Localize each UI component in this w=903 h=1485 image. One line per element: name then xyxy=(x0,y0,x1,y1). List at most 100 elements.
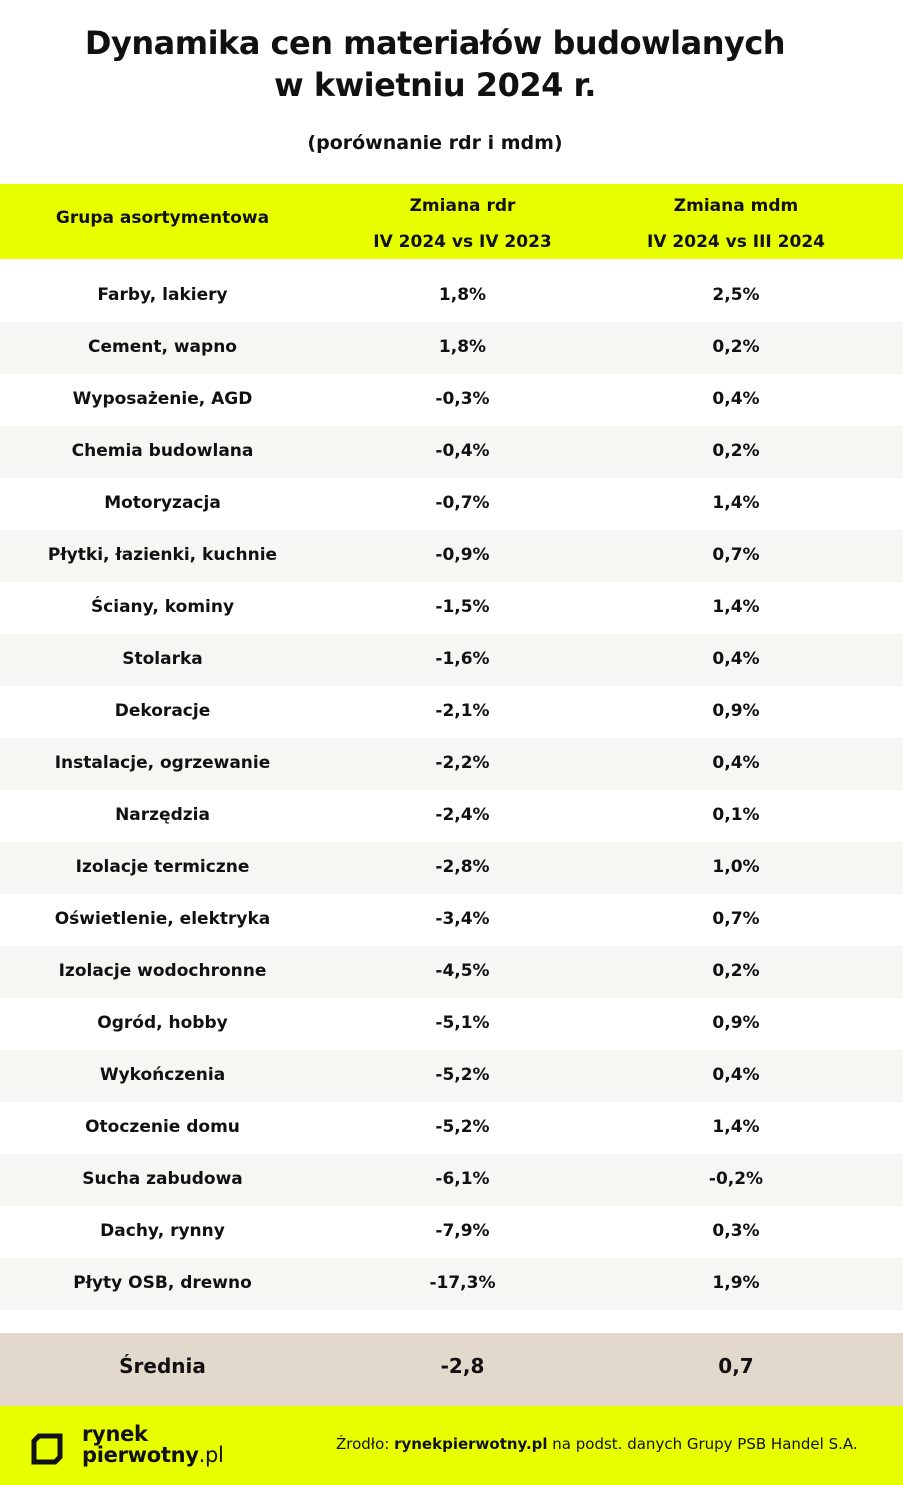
cell-rdr: -0,4% xyxy=(435,441,490,461)
header-mdm: Zmiana mdm IV 2024 vs III 2024 xyxy=(600,188,872,260)
logo: rynek pierwotny.pl xyxy=(30,1424,230,1470)
cell-group: Wyposażenie, AGD xyxy=(72,389,253,409)
source-note: Źrodło: rynekpierwotny.pl na podst. dany… xyxy=(336,1432,896,1456)
average-label: Średnia xyxy=(119,1354,206,1378)
cell-group: Stolarka xyxy=(122,649,203,669)
cell-mdm: 0,4% xyxy=(712,1065,760,1085)
table-row: Dekoracje -2,1% 0,9% xyxy=(0,686,903,738)
cell-rdr: -3,4% xyxy=(435,909,490,929)
cell-rdr: 1,8% xyxy=(438,285,487,305)
cell-mdm: 0,2% xyxy=(712,441,760,461)
average-row: Średnia -2,8 0,7 xyxy=(0,1333,903,1406)
logo-text: rynek pierwotny.pl xyxy=(82,1424,224,1466)
source-site-link[interactable]: rynekpierwotny.pl xyxy=(394,1435,548,1453)
cell-rdr: -1,5% xyxy=(435,597,490,617)
logo-word-2: pierwotny.pl xyxy=(82,1445,224,1466)
cell-mdm: 0,7% xyxy=(712,909,760,929)
cell-rdr: -0,3% xyxy=(435,389,490,409)
cell-rdr: -17,3% xyxy=(429,1273,496,1293)
cell-group: Sucha zabudowa xyxy=(82,1169,243,1189)
cell-mdm: 0,4% xyxy=(712,389,760,409)
cell-rdr: -1,6% xyxy=(435,649,490,669)
header-rdr: Zmiana rdr IV 2024 vs IV 2023 xyxy=(325,188,600,260)
cell-mdm: 2,5% xyxy=(712,285,760,305)
cell-rdr: -5,2% xyxy=(435,1117,490,1137)
cell-mdm: 0,3% xyxy=(712,1221,760,1241)
cell-group: Wykończenia xyxy=(99,1065,226,1085)
cell-group: Izolacje wodochronne xyxy=(58,961,267,981)
logo-word-1: rynek xyxy=(82,1422,148,1446)
table-header: Grupa asortymentowa Zmiana rdr IV 2024 v… xyxy=(0,184,903,259)
table-row: Sucha zabudowa -6,1% -0,2% xyxy=(0,1154,903,1206)
cell-mdm: 1,9% xyxy=(712,1273,760,1293)
cell-group: Oświetlenie, elektryka xyxy=(54,909,271,929)
cell-mdm: 0,2% xyxy=(712,961,760,981)
source-prefix: Źrodło: xyxy=(336,1435,395,1453)
cell-mdm: 1,0% xyxy=(712,857,760,877)
cell-group: Motoryzacja xyxy=(104,493,221,513)
table-row: Stolarka -1,6% 0,4% xyxy=(0,634,903,686)
cell-rdr: -5,2% xyxy=(435,1065,490,1085)
cell-group: Narzędzia xyxy=(115,805,210,825)
header-mdm-period: IV 2024 vs III 2024 xyxy=(647,232,825,252)
cell-rdr: 1,8% xyxy=(438,337,487,357)
table-row: Izolacje wodochronne -4,5% 0,2% xyxy=(0,946,903,998)
header-rdr-title: Zmiana rdr xyxy=(409,196,516,216)
cell-group: Ściany, kominy xyxy=(90,597,235,617)
cell-rdr: -2,2% xyxy=(435,753,490,773)
table-row: Dachy, rynny -7,9% 0,3% xyxy=(0,1206,903,1258)
page-title: Dynamika cen materiałów budowlanych w kw… xyxy=(0,22,870,106)
average-rdr: -2,8 xyxy=(440,1354,485,1378)
cell-rdr: -2,8% xyxy=(435,857,490,877)
source-suffix: na podst. danych Grupy PSB Handel S.A. xyxy=(547,1435,858,1453)
header-group: Grupa asortymentowa xyxy=(55,208,270,228)
logo-suffix: .pl xyxy=(198,1443,224,1467)
table-row: Farby, lakiery 1,8% 2,5% xyxy=(0,270,903,322)
table-row: Płyty OSB, drewno -17,3% 1,9% xyxy=(0,1258,903,1310)
table-body: Farby, lakiery 1,8% 2,5% Cement, wapno 1,8% 0… xyxy=(0,270,903,1310)
table-row: Wykończenia -5,2% 0,4% xyxy=(0,1050,903,1102)
cell-rdr: -2,4% xyxy=(435,805,490,825)
cell-rdr: -0,9% xyxy=(435,545,490,565)
cell-group: Instalacje, ogrzewanie xyxy=(54,753,271,773)
table-row: Instalacje, ogrzewanie -2,2% 0,4% xyxy=(0,738,903,790)
cell-group: Cement, wapno xyxy=(88,337,237,357)
average-mdm: 0,7 xyxy=(718,1354,754,1378)
table-row: Ogród, hobby -5,1% 0,9% xyxy=(0,998,903,1050)
logo-mark-icon xyxy=(31,1433,63,1465)
header-rdr-period: IV 2024 vs IV 2023 xyxy=(373,232,552,252)
subtitle: (porównanie rdr i mdm) xyxy=(307,132,563,154)
title-line-2: w kwietniu 2024 r. xyxy=(274,66,596,104)
cell-group: Izolacje termiczne xyxy=(75,857,250,877)
cell-group: Płyty OSB, drewno xyxy=(73,1273,252,1293)
cell-mdm: 0,7% xyxy=(712,545,760,565)
table-row: Otoczenie domu -5,2% 1,4% xyxy=(0,1102,903,1154)
table-row: Motoryzacja -0,7% 1,4% xyxy=(0,478,903,530)
title-line-1: Dynamika cen materiałów budowlanych xyxy=(84,24,786,62)
cell-mdm: 1,4% xyxy=(712,597,760,617)
table-row: Ściany, kominy -1,5% 1,4% xyxy=(0,582,903,634)
cell-group: Farby, lakiery xyxy=(97,285,228,305)
cell-mdm: 0,1% xyxy=(712,805,760,825)
cell-mdm: 0,9% xyxy=(712,1013,760,1033)
cell-rdr: -4,5% xyxy=(435,961,490,981)
table-row: Chemia budowlana -0,4% 0,2% xyxy=(0,426,903,478)
cell-group: Otoczenie domu xyxy=(85,1117,240,1137)
table-row: Płytki, łazienki, kuchnie -0,9% 0,7% xyxy=(0,530,903,582)
logo-word-2-main: pierwotny xyxy=(82,1443,199,1467)
table-row: Wyposażenie, AGD -0,3% 0,4% xyxy=(0,374,903,426)
cell-mdm: -0,2% xyxy=(708,1169,764,1189)
cell-mdm: 0,4% xyxy=(712,753,760,773)
cell-rdr: -0,7% xyxy=(435,493,490,513)
cell-group: Dachy, rynny xyxy=(100,1221,225,1241)
cell-group: Chemia budowlana xyxy=(71,441,254,461)
cell-rdr: -5,1% xyxy=(435,1013,490,1033)
footer: rynek pierwotny.pl Źrodło: rynekpierwotn… xyxy=(0,1406,903,1485)
table-row: Oświetlenie, elektryka -3,4% 0,7% xyxy=(0,894,903,946)
cell-rdr: -2,1% xyxy=(435,701,490,721)
cell-mdm: 0,2% xyxy=(712,337,760,357)
cell-mdm: 0,9% xyxy=(712,701,760,721)
cell-group: Płytki, łazienki, kuchnie xyxy=(47,545,278,565)
cell-mdm: 1,4% xyxy=(712,1117,760,1137)
table-row: Cement, wapno 1,8% 0,2% xyxy=(0,322,903,374)
